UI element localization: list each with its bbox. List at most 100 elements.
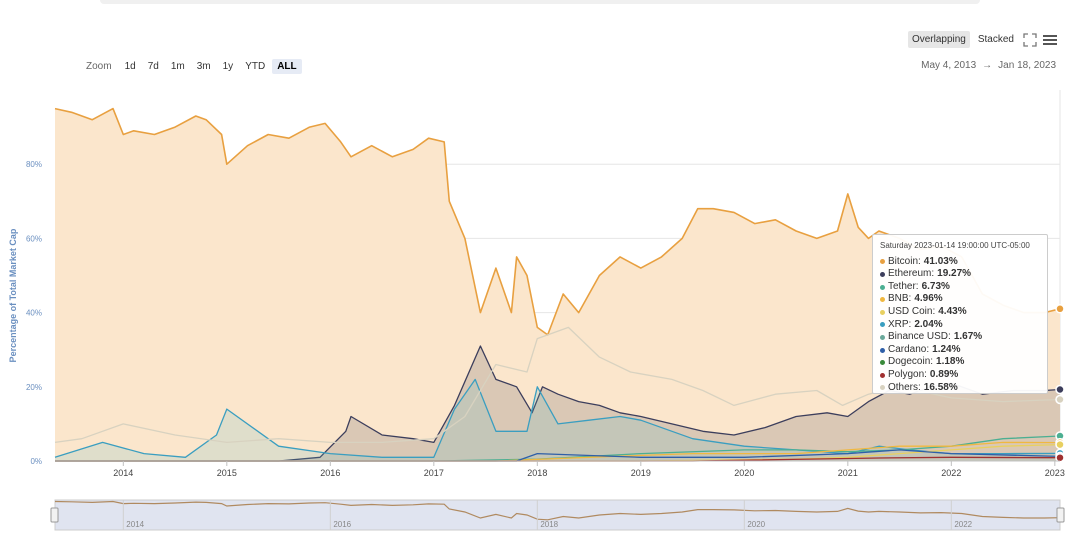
tooltip-series-value: 0.89% — [929, 368, 959, 380]
range-arrow: → — [982, 60, 993, 71]
zoom-7d-button[interactable]: 7d — [147, 61, 159, 72]
navigator-tick-label: 2016 — [333, 520, 351, 529]
tether-line — [55, 435, 1061, 462]
bitcoin-area — [55, 108, 1060, 461]
fullscreen-icon[interactable] — [1022, 32, 1038, 48]
chart-tooltip: Saturday 2023-01-14 19:00:00 UTC-05:00 B… — [872, 234, 1048, 394]
tooltip-row: Cardano: 1.24% — [880, 344, 1041, 357]
tooltip-row: USD Coin: 4.43% — [880, 306, 1041, 319]
tooltip-series-name: Bitcoin: — [888, 255, 921, 267]
tooltip-row: Binance USD: 1.67% — [880, 331, 1041, 344]
tooltip-row: BNB: 4.96% — [880, 293, 1041, 306]
tooltip-row: Bitcoin: 41.03% — [880, 256, 1041, 269]
xrp-area — [55, 379, 1060, 461]
zoom-all-button[interactable]: ALL — [272, 59, 302, 74]
title-strip — [100, 0, 980, 4]
tooltip-series-name: Dogecoin: — [888, 356, 934, 368]
x-tick-label: 2014 — [113, 468, 133, 478]
tooltip-series-value: 6.73% — [921, 280, 950, 292]
navigator-tick-label: 2014 — [126, 520, 144, 529]
tooltip-series-value: 1.24% — [932, 343, 961, 355]
navigator-series — [54, 500, 1061, 521]
navigator-right-handle[interactable] — [1056, 507, 1065, 523]
ethereum-end-marker — [1055, 384, 1065, 395]
bitcoin-line — [54, 107, 1061, 336]
x-tick-label: 2018 — [527, 468, 547, 478]
y-axis-label: Percentage of Total Market Cap — [8, 228, 18, 362]
xrp-line — [54, 378, 1061, 458]
tooltip-row: Dogecoin: 1.18% — [880, 356, 1041, 369]
series-dot-icon — [880, 309, 885, 315]
mode-bar: Overlapping Stacked — [907, 31, 1058, 48]
tooltip-series-value: 1.67% — [953, 331, 983, 343]
navigator-left-handle[interactable] — [50, 507, 59, 523]
tooltip-series-value: 2.04% — [914, 318, 943, 330]
overlapping-button[interactable]: Overlapping — [907, 31, 970, 48]
x-tick-label: 2016 — [320, 468, 340, 478]
y-tick-label: 40% — [26, 309, 42, 318]
zoom-ytd-button[interactable]: YTD — [245, 61, 266, 72]
zoom-1d-button[interactable]: 1d — [124, 61, 136, 72]
y-tick-label: 0% — [30, 457, 42, 466]
bitcoin-end-marker — [1055, 304, 1065, 314]
tooltip-series-name: BNB: — [888, 293, 912, 305]
tooltip-header: Saturday 2023-01-14 19:00:00 UTC-05:00 — [880, 241, 1030, 250]
tooltip-series-value: 1.18% — [936, 356, 965, 368]
stacked-button[interactable]: Stacked — [977, 34, 1014, 45]
usd-coin-end-marker — [1055, 439, 1065, 450]
x-tick-label: 2021 — [838, 468, 858, 478]
bnb-line — [55, 441, 1061, 462]
x-tick-label: 2019 — [631, 468, 651, 478]
tooltip-series-name: XRP: — [888, 318, 912, 330]
series-dot-icon — [880, 271, 885, 277]
range-from[interactable]: May 4, 2013 — [921, 60, 977, 71]
tooltip-series-value: 4.96% — [914, 293, 943, 305]
navigator-tick-label: 2018 — [540, 520, 558, 529]
tooltip-series-name: Polygon: — [888, 368, 927, 380]
tooltip-series-name: USD Coin: — [888, 305, 936, 317]
zoom-3m-button[interactable]: 3m — [196, 61, 211, 72]
tooltip-series-name: Tether: — [888, 280, 919, 292]
x-tick-label: 2015 — [217, 468, 237, 478]
series-dot-icon — [880, 334, 885, 340]
y-tick-label: 60% — [26, 234, 42, 243]
x-tick-label: 2020 — [734, 468, 754, 478]
x-tick-label: 2023 — [1045, 468, 1065, 478]
others-line — [54, 326, 1061, 444]
cardano-line — [55, 449, 1061, 462]
date-range: May 4, 2013 → Jan 18, 2023 — [921, 60, 1056, 71]
zoom-1y-button[interactable]: 1y — [222, 61, 234, 72]
series-dot-icon — [880, 347, 885, 353]
series-dot-icon — [880, 297, 885, 303]
zoom-1m-button[interactable]: 1m — [170, 61, 185, 72]
tooltip-row: XRP: 2.04% — [880, 319, 1041, 332]
y-tick-label: 80% — [26, 160, 42, 169]
menu-icon[interactable] — [1042, 32, 1058, 48]
tooltip-row: Ethereum: 19.27% — [880, 268, 1041, 281]
polygon-end-marker — [1055, 452, 1065, 463]
tooltip-series-value: 16.58% — [923, 381, 958, 393]
tooltip-series-value: 19.27% — [937, 268, 972, 280]
tooltip-series-name: Cardano: — [888, 343, 930, 355]
zoom-bar: Zoom 1d 7d 1m 3m 1y YTD ALL — [86, 59, 302, 74]
series-dot-icon — [880, 372, 885, 378]
series-dot-icon — [880, 385, 885, 391]
tooltip-series-name: Others: — [888, 381, 921, 393]
y-tick-label: 20% — [26, 383, 42, 392]
x-tick-label: 2017 — [424, 468, 444, 478]
series-dot-icon — [880, 322, 885, 328]
tooltip-series-name: Binance USD: — [888, 331, 951, 343]
tooltip-row: Polygon: 0.89% — [880, 369, 1041, 382]
navigator-window[interactable] — [54, 499, 1061, 531]
series-dot-icon — [880, 259, 885, 265]
navigator-tick-label: 2022 — [954, 520, 972, 529]
series-dot-icon — [880, 360, 885, 366]
tooltip-series-value: 4.43% — [938, 305, 967, 317]
zoom-label: Zoom — [86, 61, 112, 72]
tooltip-row: Others: 16.58% — [880, 382, 1041, 395]
series-dot-icon — [880, 284, 885, 290]
x-tick-label: 2022 — [941, 468, 961, 478]
range-to[interactable]: Jan 18, 2023 — [998, 60, 1056, 71]
navigator-tick-label: 2020 — [747, 520, 765, 529]
tooltip-series-value: 41.03% — [923, 255, 958, 267]
